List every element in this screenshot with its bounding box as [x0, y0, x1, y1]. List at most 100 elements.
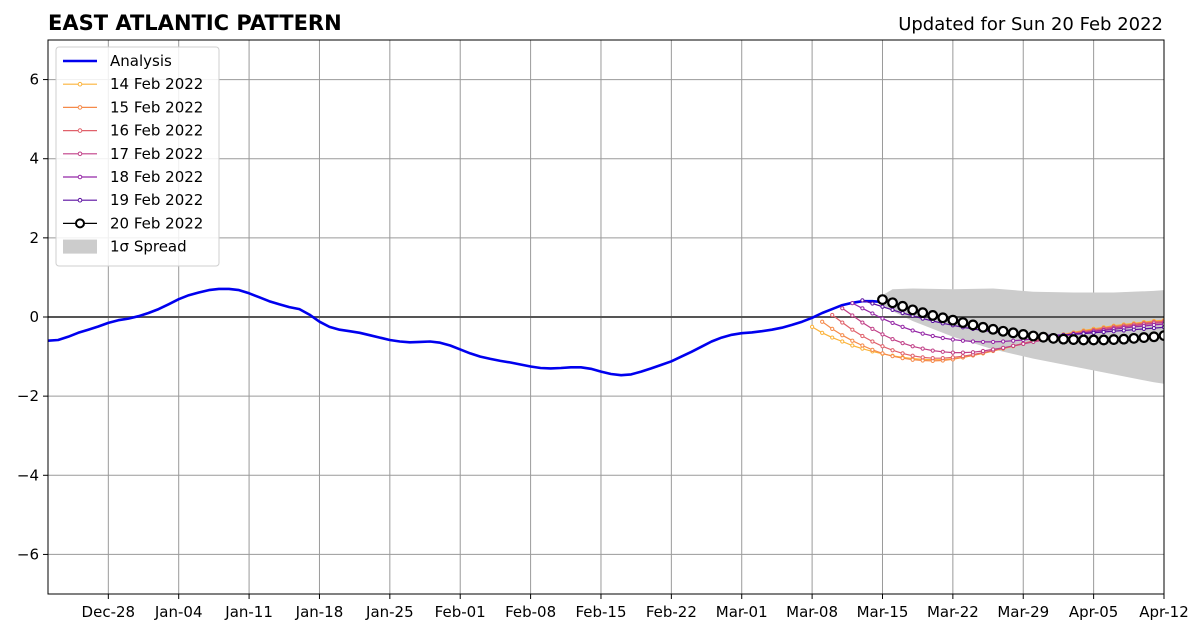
x-tick-label: Mar-15 — [857, 603, 909, 621]
forecast-line — [841, 307, 1164, 354]
plot-data — [48, 287, 1199, 384]
forecast-point — [970, 339, 976, 344]
forecast-point — [1193, 316, 1196, 319]
legend-label: 18 Feb 2022 — [110, 168, 203, 186]
forecast-point — [910, 357, 915, 362]
forecast-point — [877, 294, 888, 305]
forecast-point — [960, 350, 966, 355]
forecast-point — [940, 335, 945, 341]
forecast-point — [1193, 323, 1196, 326]
forecast-point — [860, 306, 865, 311]
forecast-point — [1183, 318, 1186, 321]
legend-marker — [77, 105, 83, 110]
forecast-point — [1017, 329, 1029, 340]
x-tick-label: Mar-22 — [927, 603, 979, 621]
x-tick-label: Jan-18 — [295, 603, 344, 621]
forecast-point — [917, 307, 929, 319]
forecast-point — [830, 326, 835, 331]
forecast-point — [910, 353, 915, 358]
y-tick-label: 2 — [29, 229, 39, 247]
forecast-point — [1098, 334, 1110, 346]
x-tick-label: Apr-12 — [1139, 603, 1189, 621]
forecast-point — [920, 346, 925, 351]
forecast-point — [1058, 333, 1069, 345]
legend-label: Analysis — [110, 52, 172, 70]
x-tick-label: Feb-01 — [435, 603, 486, 621]
forecast-point — [1138, 332, 1150, 343]
legend-marker — [77, 81, 83, 87]
forecast-point — [850, 327, 855, 332]
forecast-point — [1011, 338, 1016, 343]
forecast-point — [860, 298, 865, 303]
forecast-point — [840, 339, 845, 344]
forecast-point — [1131, 327, 1136, 332]
forecast-point — [910, 328, 915, 333]
legend-marker — [77, 174, 83, 180]
forecast-point — [1078, 334, 1089, 346]
forecast-point — [1193, 317, 1196, 320]
forecast-point — [1011, 343, 1016, 348]
forecast-point — [1148, 331, 1160, 343]
legend-label: 19 Feb 2022 — [110, 191, 203, 209]
forecast-point — [840, 320, 845, 325]
forecast-point — [947, 314, 959, 326]
forecast-line — [862, 299, 1164, 336]
forecast-point — [990, 339, 996, 345]
forecast-point — [1068, 334, 1079, 345]
x-tick-label: Feb-08 — [505, 603, 556, 621]
forecast-point — [1183, 318, 1186, 321]
legend-label: 1σ Spread — [110, 238, 187, 256]
forecast-point — [960, 354, 966, 359]
forecast-point — [900, 341, 905, 346]
legend-swatch — [63, 239, 97, 254]
forecast-point — [1183, 319, 1186, 322]
forecast-point — [840, 306, 845, 311]
forecast-point — [980, 348, 986, 354]
y-tick-label: 4 — [29, 150, 39, 168]
forecast-point — [850, 301, 855, 306]
forecast-point — [1027, 330, 1039, 342]
forecast-point — [850, 343, 855, 348]
forecast-point — [830, 335, 835, 340]
forecast-point — [870, 326, 875, 331]
axis-ticks: Dec-28 Jan-04 Jan-11 Jan-18 Jan-25 Feb-01 Feb-… — [17, 71, 1189, 621]
forecast-point — [950, 337, 955, 342]
legend-label: 16 Feb 2022 — [110, 122, 203, 140]
forecast-point — [1037, 331, 1049, 343]
x-tick-label: Feb-15 — [575, 603, 626, 621]
forecast-point — [1183, 317, 1186, 320]
forecast-point — [997, 325, 1009, 337]
forecast-point — [950, 355, 955, 360]
forecast-point — [1172, 319, 1175, 322]
forecast-point — [1048, 332, 1059, 344]
forecast-point — [890, 354, 895, 359]
forecast-point — [950, 350, 955, 355]
legend-label: 20 Feb 2022 — [110, 214, 203, 232]
forecast-point — [850, 338, 855, 343]
forecast-point — [1121, 328, 1126, 333]
forecast-point — [970, 350, 976, 355]
forecast-point — [1180, 329, 1189, 338]
forecast-point — [977, 321, 989, 333]
forecast-point — [860, 320, 865, 325]
forecast-point — [907, 304, 919, 316]
forecast-point — [1190, 328, 1199, 337]
forecast-point — [1001, 339, 1006, 344]
x-tick-label: Jan-04 — [154, 603, 203, 621]
forecast-point — [887, 297, 898, 309]
forecast-point — [840, 333, 845, 338]
x-tick-label: Dec-28 — [82, 603, 136, 621]
analysis-line — [48, 287, 883, 377]
forecast-point — [1021, 341, 1026, 347]
forecast-point — [890, 307, 895, 312]
forecast-point — [987, 323, 999, 335]
x-tick-label: Mar-01 — [716, 603, 768, 621]
y-tick-label: −2 — [17, 387, 39, 405]
forecast-point — [1128, 332, 1140, 344]
forecast-point — [1111, 329, 1116, 334]
forecast-point — [860, 333, 865, 339]
chart-subtitle: Updated for Sun 20 Feb 2022 — [898, 14, 1163, 35]
forecast-point — [870, 347, 875, 352]
y-tick-label: −4 — [17, 466, 39, 484]
